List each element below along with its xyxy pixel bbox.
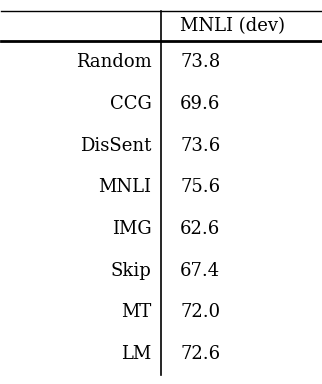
Text: 62.6: 62.6 bbox=[180, 220, 220, 238]
Text: MNLI (dev): MNLI (dev) bbox=[180, 17, 285, 35]
Text: IMG: IMG bbox=[112, 220, 151, 238]
Text: Random: Random bbox=[76, 53, 151, 71]
Text: MNLI: MNLI bbox=[99, 178, 151, 196]
Text: DisSent: DisSent bbox=[80, 137, 151, 155]
Text: 72.6: 72.6 bbox=[180, 345, 220, 363]
Text: 75.6: 75.6 bbox=[180, 178, 220, 196]
Text: CCG: CCG bbox=[110, 95, 151, 113]
Text: 69.6: 69.6 bbox=[180, 95, 221, 113]
Text: LM: LM bbox=[121, 345, 151, 363]
Text: Skip: Skip bbox=[111, 262, 151, 280]
Text: 67.4: 67.4 bbox=[180, 262, 220, 280]
Text: 72.0: 72.0 bbox=[180, 303, 220, 321]
Text: 73.8: 73.8 bbox=[180, 53, 220, 71]
Text: 73.6: 73.6 bbox=[180, 137, 220, 155]
Text: MT: MT bbox=[121, 303, 151, 321]
